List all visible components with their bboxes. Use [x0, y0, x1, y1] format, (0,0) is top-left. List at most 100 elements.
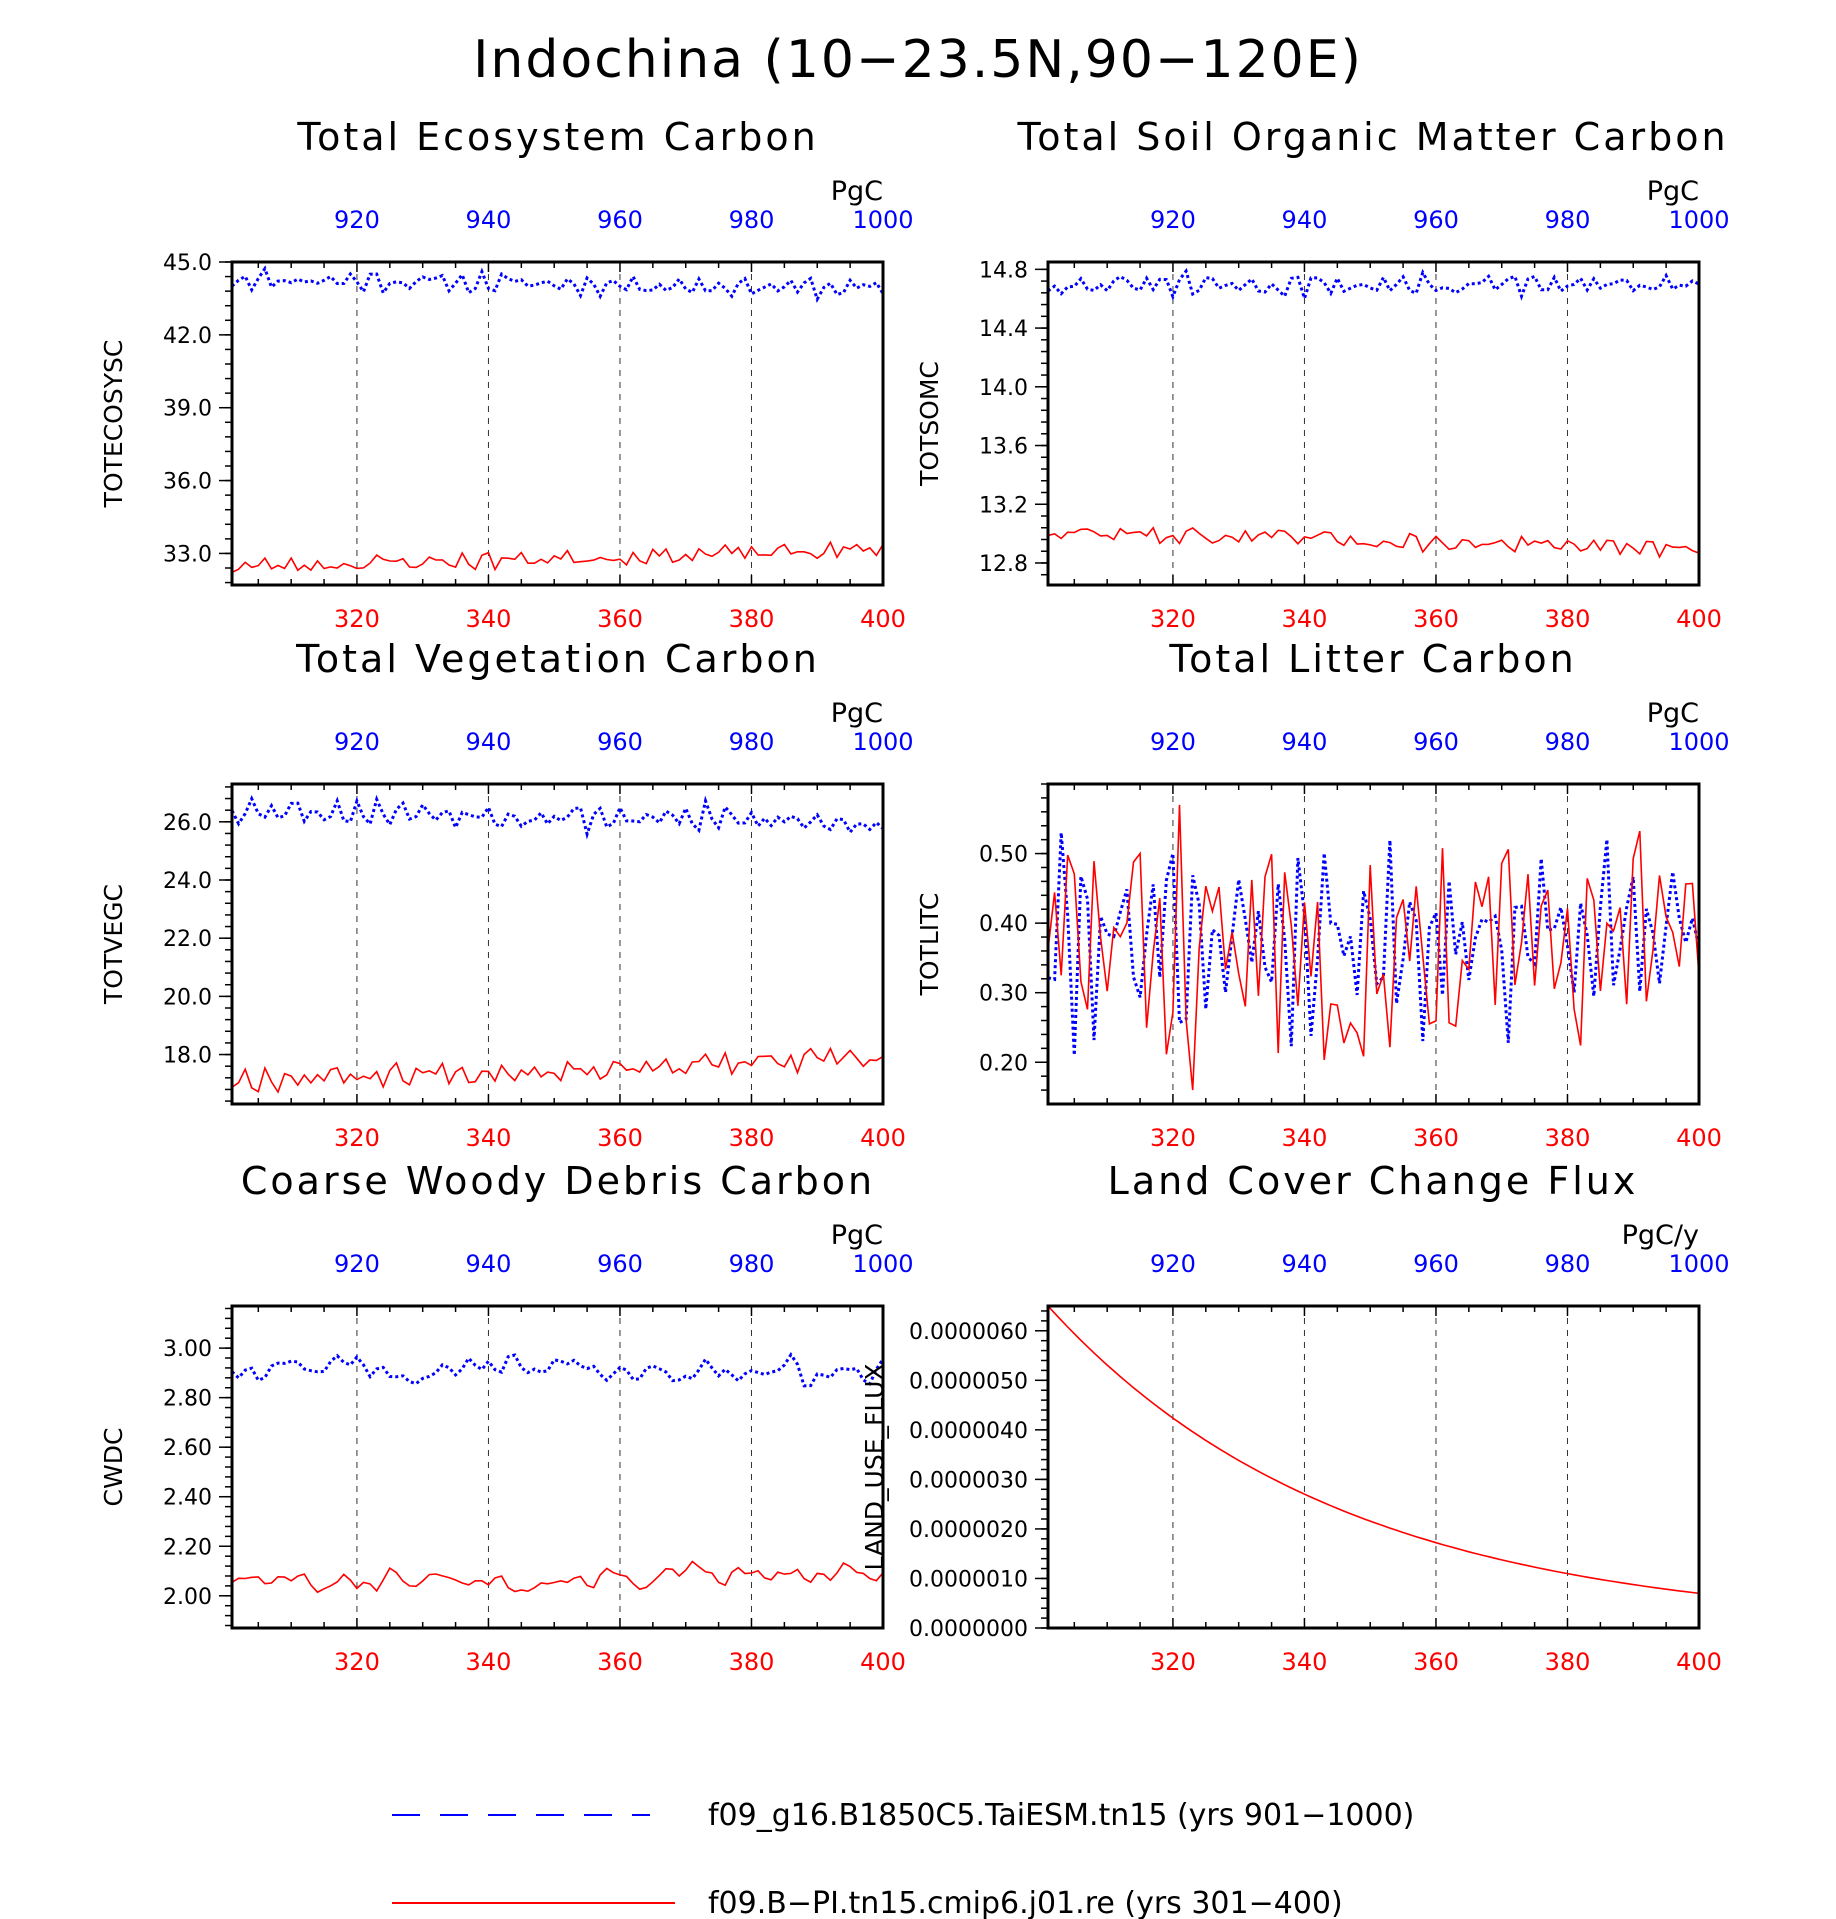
y-tick-label: 2.20 [163, 1535, 212, 1560]
x-tick-label-top: 920 [1150, 728, 1196, 756]
x-tick-label-bottom: 320 [1150, 1124, 1196, 1152]
y-tick-label: 2.80 [163, 1387, 212, 1412]
y-axis-label: LAND_USE_FLUX [860, 1363, 889, 1570]
units-label: PgC [831, 176, 883, 207]
y-tick-label: 2.00 [163, 1585, 212, 1610]
x-tick-label-bottom: 400 [860, 605, 906, 633]
x-tick-label-bottom: 380 [1545, 1124, 1591, 1152]
x-tick-label-bottom: 360 [597, 605, 643, 633]
y-tick-label: 20.0 [163, 985, 212, 1010]
x-tick-label-bottom: 320 [334, 1124, 380, 1152]
y-axis-label: TOTSOMC [915, 361, 944, 487]
x-tick-label-bottom: 400 [860, 1648, 906, 1676]
figure-title: Indochina (10−23.5N,90−120E) [473, 30, 1363, 90]
y-tick-label: 22.0 [163, 927, 212, 952]
legend-label-1: f09.B−PI.tn15.cmip6.j01.re (yrs 301−400) [708, 1886, 1343, 1919]
y-axis-label: CWDC [99, 1428, 128, 1507]
x-tick-label-bottom: 380 [1545, 1648, 1591, 1676]
x-tick-label-bottom: 400 [1676, 1124, 1722, 1152]
plot-frame [1046, 260, 1701, 587]
chart-panel-4: Coarse Woody Debris Carbon PgC 320 340 360 38… [99, 1159, 914, 1676]
y-tick-label: 36.0 [163, 470, 212, 495]
y-tick-label: 0.0000010 [909, 1567, 1028, 1592]
x-tick-label-bottom: 400 [1676, 1648, 1722, 1676]
x-tick-label-bottom: 340 [466, 605, 512, 633]
plot-frame [230, 260, 885, 587]
series-line-901-1000 [232, 265, 883, 303]
y-tick-label: 0.0000030 [909, 1468, 1028, 1493]
x-tick-label-bottom: 360 [597, 1648, 643, 1676]
x-tick-label-bottom: 360 [597, 1124, 643, 1152]
plot-frame [230, 1304, 885, 1630]
x-tick-label-top: 1000 [1668, 1250, 1729, 1278]
x-tick-label-top: 1000 [852, 1250, 913, 1278]
y-tick-label: 45.0 [163, 251, 212, 276]
y-tick-label: 0.0000050 [909, 1369, 1028, 1394]
legend-label-0: f09_g16.B1850C5.TaiESM.tn15 (yrs 901−100… [708, 1798, 1414, 1833]
y-tick-label: 24.0 [163, 869, 212, 894]
chart-panel-1: Total Soil Organic Matter Carbon PgC 320 34… [915, 115, 1730, 633]
y-tick-label: 13.2 [979, 493, 1028, 518]
x-tick-label-bottom: 380 [1545, 605, 1591, 633]
y-tick-label: 0.0000060 [909, 1320, 1028, 1345]
y-tick-label: 0.20 [979, 1051, 1028, 1076]
y-tick-label: 0.0000020 [909, 1518, 1028, 1543]
x-tick-label-top: 920 [334, 206, 380, 234]
y-axis-label: TOTLITC [915, 893, 944, 997]
y-axis-label: TOTECOSYSC [99, 340, 128, 509]
x-tick-label-bottom: 320 [1150, 605, 1196, 633]
x-tick-label-top: 1000 [852, 206, 913, 234]
x-tick-label-top: 1000 [852, 728, 913, 756]
x-tick-label-top: 980 [1545, 1250, 1591, 1278]
x-tick-label-top: 1000 [1668, 728, 1729, 756]
x-tick-label-bottom: 340 [1282, 1648, 1328, 1676]
series-line-901-1000 [232, 1351, 883, 1388]
plot-frame [1046, 1304, 1701, 1630]
y-tick-label: 14.4 [979, 317, 1028, 342]
x-tick-label-bottom: 360 [1413, 605, 1459, 633]
y-tick-label: 39.0 [163, 397, 212, 422]
y-axis-label: TOTVEGC [99, 884, 128, 1005]
x-tick-label-top: 940 [466, 728, 512, 756]
y-tick-label: 0.50 [979, 843, 1028, 868]
x-tick-label-top: 960 [597, 206, 643, 234]
y-tick-label: 3.00 [163, 1337, 212, 1362]
series-line-301-400 [232, 1046, 883, 1094]
x-tick-label-top: 940 [466, 1250, 512, 1278]
units-label: PgC [831, 698, 883, 729]
units-label: PgC [831, 1220, 883, 1251]
x-tick-label-bottom: 320 [334, 605, 380, 633]
y-tick-label: 2.40 [163, 1486, 212, 1511]
y-tick-label: 14.0 [979, 376, 1028, 401]
y-tick-label: 18.0 [163, 1044, 212, 1069]
x-tick-label-top: 940 [466, 206, 512, 234]
legend: f09_g16.B1850C5.TaiESM.tn15 (yrs 901−100… [392, 1798, 1414, 1919]
x-tick-label-top: 980 [729, 1250, 775, 1278]
x-tick-label-bottom: 380 [729, 1124, 775, 1152]
panel-title: Coarse Woody Debris Carbon [241, 1159, 875, 1203]
x-tick-label-bottom: 400 [860, 1124, 906, 1152]
y-tick-label: 42.0 [163, 324, 212, 349]
panel-title: Total Vegetation Carbon [295, 637, 820, 681]
y-tick-label: 0.40 [979, 912, 1028, 937]
units-label: PgC/y [1622, 1220, 1699, 1251]
x-tick-label-top: 980 [729, 206, 775, 234]
x-tick-label-top: 980 [1545, 206, 1591, 234]
x-tick-label-top: 920 [334, 1250, 380, 1278]
y-tick-label: 2.60 [163, 1436, 212, 1461]
y-tick-label: 14.8 [979, 258, 1028, 283]
units-label: PgC [1647, 698, 1699, 729]
x-tick-label-top: 960 [1413, 206, 1459, 234]
y-tick-label: 33.0 [163, 542, 212, 567]
x-tick-label-bottom: 340 [1282, 605, 1328, 633]
x-tick-label-top: 920 [1150, 1250, 1196, 1278]
x-tick-label-bottom: 320 [1150, 1648, 1196, 1676]
x-tick-label-top: 940 [1282, 206, 1328, 234]
chart-panel-0: Total Ecosystem Carbon PgC 320 340 360 380 400… [99, 115, 914, 633]
y-tick-label: 13.6 [979, 435, 1028, 460]
chart-panel-2: Total Vegetation Carbon PgC 320 340 360 380 40… [99, 637, 914, 1152]
units-label: PgC [1647, 176, 1699, 207]
series-line-301-400 [1048, 1306, 1699, 1595]
x-tick-label-top: 920 [334, 728, 380, 756]
